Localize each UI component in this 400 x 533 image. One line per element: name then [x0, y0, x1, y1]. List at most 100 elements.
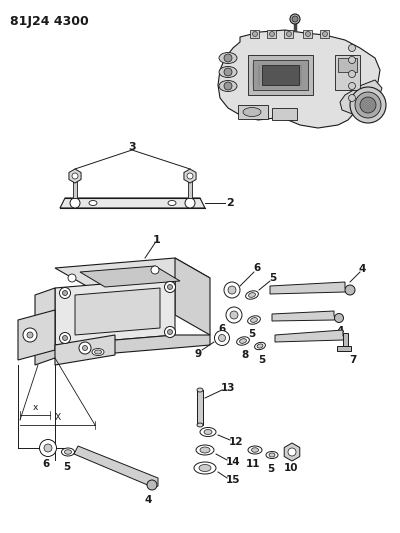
Text: 4: 4 [358, 264, 366, 274]
Ellipse shape [252, 448, 258, 452]
Circle shape [147, 480, 157, 490]
Polygon shape [55, 258, 210, 288]
Bar [238, 105, 268, 119]
Polygon shape [218, 30, 380, 128]
Circle shape [355, 92, 381, 118]
Circle shape [322, 31, 328, 36]
Circle shape [348, 56, 356, 63]
Ellipse shape [62, 448, 74, 456]
Circle shape [226, 307, 242, 323]
Polygon shape [55, 335, 115, 365]
Circle shape [214, 330, 230, 345]
Circle shape [306, 31, 310, 36]
Text: x: x [32, 403, 38, 413]
Circle shape [62, 290, 68, 295]
Circle shape [168, 329, 172, 335]
Circle shape [350, 87, 386, 123]
Polygon shape [35, 288, 55, 352]
Bar [197, 390, 203, 425]
Circle shape [360, 97, 376, 113]
Circle shape [151, 266, 159, 274]
Circle shape [168, 285, 172, 289]
Circle shape [224, 82, 232, 90]
Ellipse shape [219, 52, 237, 63]
Circle shape [348, 94, 356, 101]
Polygon shape [60, 198, 205, 208]
Text: 13: 13 [221, 383, 235, 393]
Circle shape [60, 333, 70, 343]
Bar [73, 180, 77, 198]
Text: 9: 9 [194, 349, 202, 359]
Polygon shape [340, 80, 382, 115]
Text: 5: 5 [267, 464, 275, 474]
Ellipse shape [248, 316, 260, 324]
Circle shape [44, 444, 52, 452]
Text: 12: 12 [229, 437, 243, 447]
Ellipse shape [237, 337, 249, 345]
Ellipse shape [204, 430, 212, 434]
Circle shape [348, 44, 356, 52]
Circle shape [27, 332, 33, 338]
Bar [337, 346, 351, 351]
Ellipse shape [240, 338, 246, 343]
Circle shape [230, 311, 238, 319]
Text: 7: 7 [349, 355, 357, 365]
Text: 10: 10 [284, 463, 298, 473]
Text: 5: 5 [63, 462, 71, 472]
Ellipse shape [194, 462, 216, 474]
Circle shape [292, 16, 298, 22]
Polygon shape [275, 330, 348, 342]
Circle shape [218, 335, 226, 342]
Text: 4: 4 [144, 495, 152, 505]
Circle shape [40, 440, 56, 456]
Text: 81J24 4300: 81J24 4300 [10, 15, 89, 28]
Ellipse shape [269, 453, 275, 457]
Circle shape [252, 31, 258, 36]
Ellipse shape [89, 200, 97, 206]
Ellipse shape [246, 291, 258, 299]
Text: 2: 2 [226, 198, 234, 208]
Circle shape [187, 173, 193, 179]
Circle shape [23, 328, 37, 342]
Bar [335, 55, 360, 90]
Ellipse shape [199, 464, 211, 472]
Text: 5: 5 [248, 329, 256, 339]
Circle shape [164, 281, 176, 293]
Bar [267, 30, 276, 38]
Circle shape [68, 274, 76, 282]
Circle shape [224, 68, 232, 76]
Bar [320, 30, 329, 38]
Circle shape [270, 31, 274, 36]
Text: 5: 5 [269, 273, 277, 283]
Circle shape [288, 448, 296, 456]
Text: 5: 5 [258, 355, 266, 365]
Polygon shape [272, 311, 339, 321]
Bar [303, 30, 312, 38]
Circle shape [334, 313, 344, 322]
Circle shape [348, 70, 356, 77]
Ellipse shape [196, 445, 214, 455]
Circle shape [228, 286, 236, 294]
Bar [253, 60, 308, 90]
Polygon shape [175, 258, 210, 335]
Bar [250, 30, 259, 38]
Text: 8: 8 [241, 350, 249, 360]
Ellipse shape [197, 423, 203, 427]
Polygon shape [270, 282, 350, 294]
Circle shape [164, 327, 176, 337]
Polygon shape [18, 310, 55, 360]
Bar [188, 180, 192, 198]
Circle shape [224, 54, 232, 62]
Ellipse shape [219, 80, 237, 92]
Bar [284, 30, 293, 38]
Circle shape [290, 14, 300, 24]
Circle shape [60, 287, 70, 298]
Ellipse shape [197, 388, 203, 392]
Polygon shape [74, 446, 158, 488]
Circle shape [82, 345, 88, 351]
Polygon shape [35, 335, 210, 365]
Circle shape [62, 335, 68, 341]
Text: 4: 4 [336, 326, 344, 336]
Circle shape [224, 282, 240, 298]
Ellipse shape [64, 450, 72, 454]
